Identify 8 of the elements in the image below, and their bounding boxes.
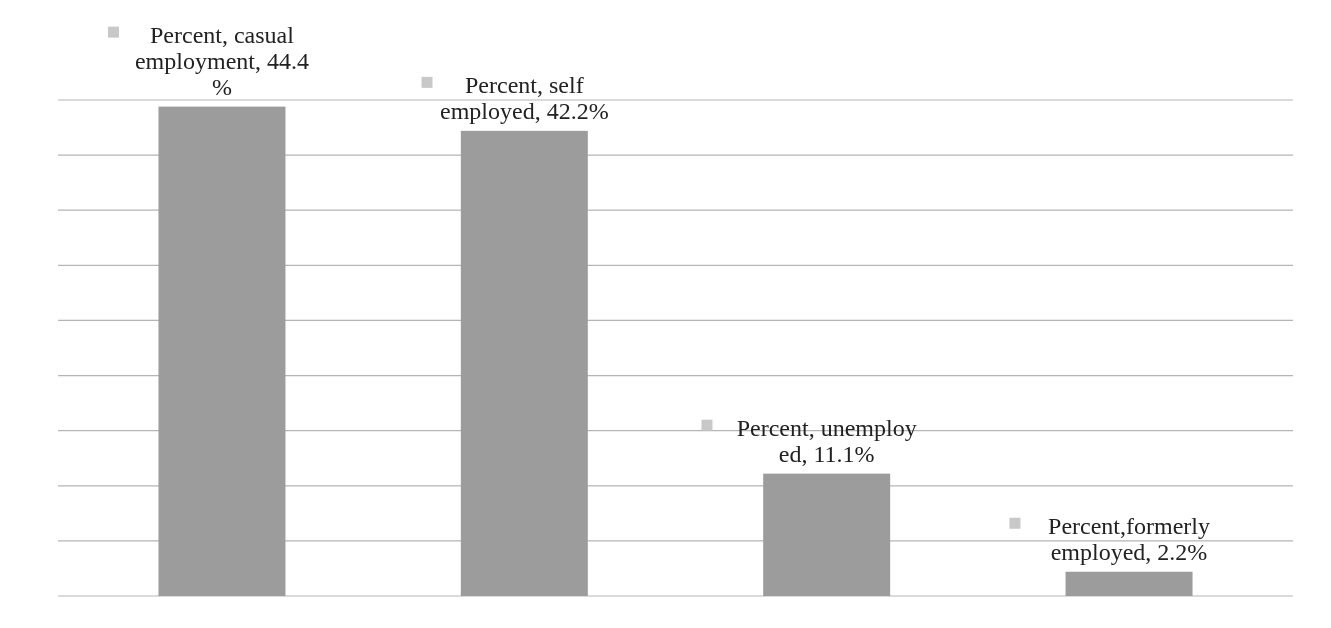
data-label: Percent,formerly employed, 2.2%	[1048, 512, 1210, 565]
data-label: Percent, self employed, 42.2%	[440, 71, 609, 124]
bar	[158, 106, 286, 596]
bar	[763, 473, 891, 596]
bar	[460, 130, 588, 596]
data-label: Percent, casual employment, 44.4 %	[134, 21, 309, 100]
data-label: Percent, unemploy ed, 11.1%	[736, 414, 917, 467]
bar	[1065, 571, 1193, 596]
